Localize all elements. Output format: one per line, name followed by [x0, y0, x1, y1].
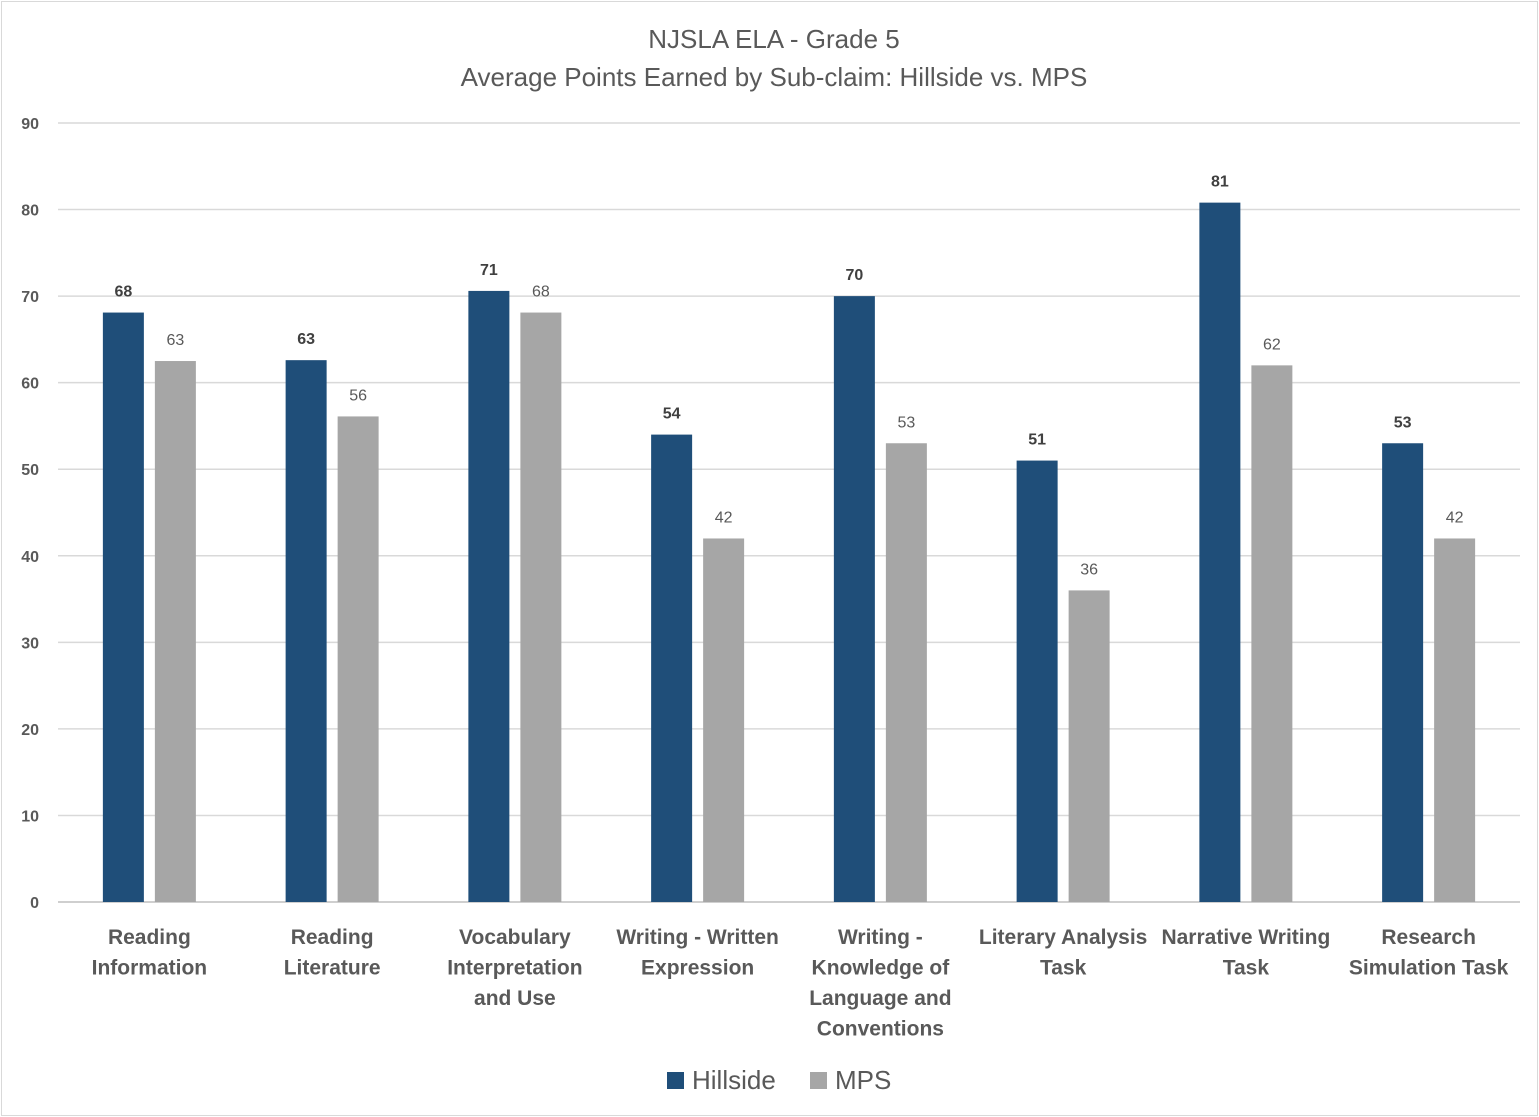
data-label-hillside: 70	[845, 267, 863, 284]
bar-hillside	[285, 360, 327, 902]
data-label-mps: 56	[349, 387, 367, 404]
y-tick-label: 30	[21, 635, 39, 652]
y-tick-label: 0	[30, 895, 39, 912]
bar-hillside	[468, 290, 510, 902]
bar-mps	[1068, 590, 1110, 902]
y-tick-label: 80	[21, 203, 39, 220]
x-tick-label: Literary Analysis Task	[979, 926, 1147, 980]
x-axis-ticks: Reading Information Reading Literature Vocab…	[92, 926, 1509, 1041]
x-tick-label: Research Simulation Task	[1349, 926, 1509, 980]
bar-hillside	[833, 296, 875, 903]
bar-hillside	[1016, 460, 1058, 902]
chart-subtitle: Average Points Earned by Sub-claim: Hill…	[461, 62, 1088, 92]
legend-swatch-hillside	[667, 1072, 684, 1089]
data-label-mps: 42	[715, 509, 733, 526]
legend-label-hillside: Hillside	[692, 1065, 776, 1095]
data-labels: 68 63 63 56 71 68 54 42 70 53 51 36 81 62 53 42	[114, 174, 1463, 579]
bar-mps	[154, 361, 196, 902]
data-label-hillside: 81	[1211, 174, 1229, 191]
bar-mps	[520, 312, 562, 903]
x-tick-label: Reading Literature	[284, 926, 381, 980]
data-label-mps: 36	[1080, 561, 1098, 578]
x-tick-label: Writing -Knowledge of Language and Convent…	[809, 926, 951, 1041]
bars	[102, 202, 1476, 903]
y-tick-label: 70	[21, 289, 39, 306]
data-label-mps: 68	[532, 284, 550, 301]
x-tick-label: Vocabulary Interpretation and Use	[447, 926, 582, 1010]
data-label-mps: 53	[897, 414, 915, 431]
y-tick-label: 60	[21, 376, 39, 393]
data-label-hillside: 54	[663, 406, 681, 423]
bar-hillside	[1199, 202, 1241, 902]
bar-mps	[337, 416, 379, 902]
x-tick-label: Reading Information	[92, 926, 208, 980]
data-label-mps: 62	[1263, 336, 1281, 353]
data-label-hillside: 51	[1028, 432, 1046, 449]
bar-mps	[885, 443, 927, 902]
legend: Hillside MPS	[667, 1065, 891, 1095]
y-tick-label: 50	[21, 462, 39, 479]
y-tick-label: 20	[21, 722, 39, 739]
bar-hillside	[651, 434, 693, 902]
y-tick-label: 40	[21, 549, 39, 566]
data-label-hillside: 53	[1394, 414, 1412, 431]
y-tick-label: 10	[21, 808, 39, 825]
bar-mps	[1251, 365, 1293, 902]
y-axis-ticks: 0 10 20 30 40 50 60 70 80 90	[21, 116, 39, 912]
bar-mps	[703, 538, 745, 902]
data-label-hillside: 68	[114, 284, 132, 301]
x-tick-label: Narrative Writing Task	[1161, 926, 1330, 980]
x-tick-label: Writing - Written Expression	[616, 926, 779, 980]
bar-hillside	[1382, 443, 1424, 902]
gridlines	[58, 122, 1520, 903]
data-label-hillside: 71	[480, 262, 498, 279]
data-label-mps: 63	[166, 332, 184, 349]
bar-mps	[1434, 538, 1476, 902]
legend-label-mps: MPS	[835, 1065, 891, 1095]
bar-hillside	[102, 312, 144, 903]
legend-swatch-mps	[810, 1072, 827, 1089]
data-label-hillside: 63	[297, 331, 315, 348]
data-label-mps: 42	[1446, 509, 1464, 526]
chart-title: NJSLA ELA - Grade 5	[648, 24, 899, 54]
y-tick-label: 90	[21, 116, 39, 133]
